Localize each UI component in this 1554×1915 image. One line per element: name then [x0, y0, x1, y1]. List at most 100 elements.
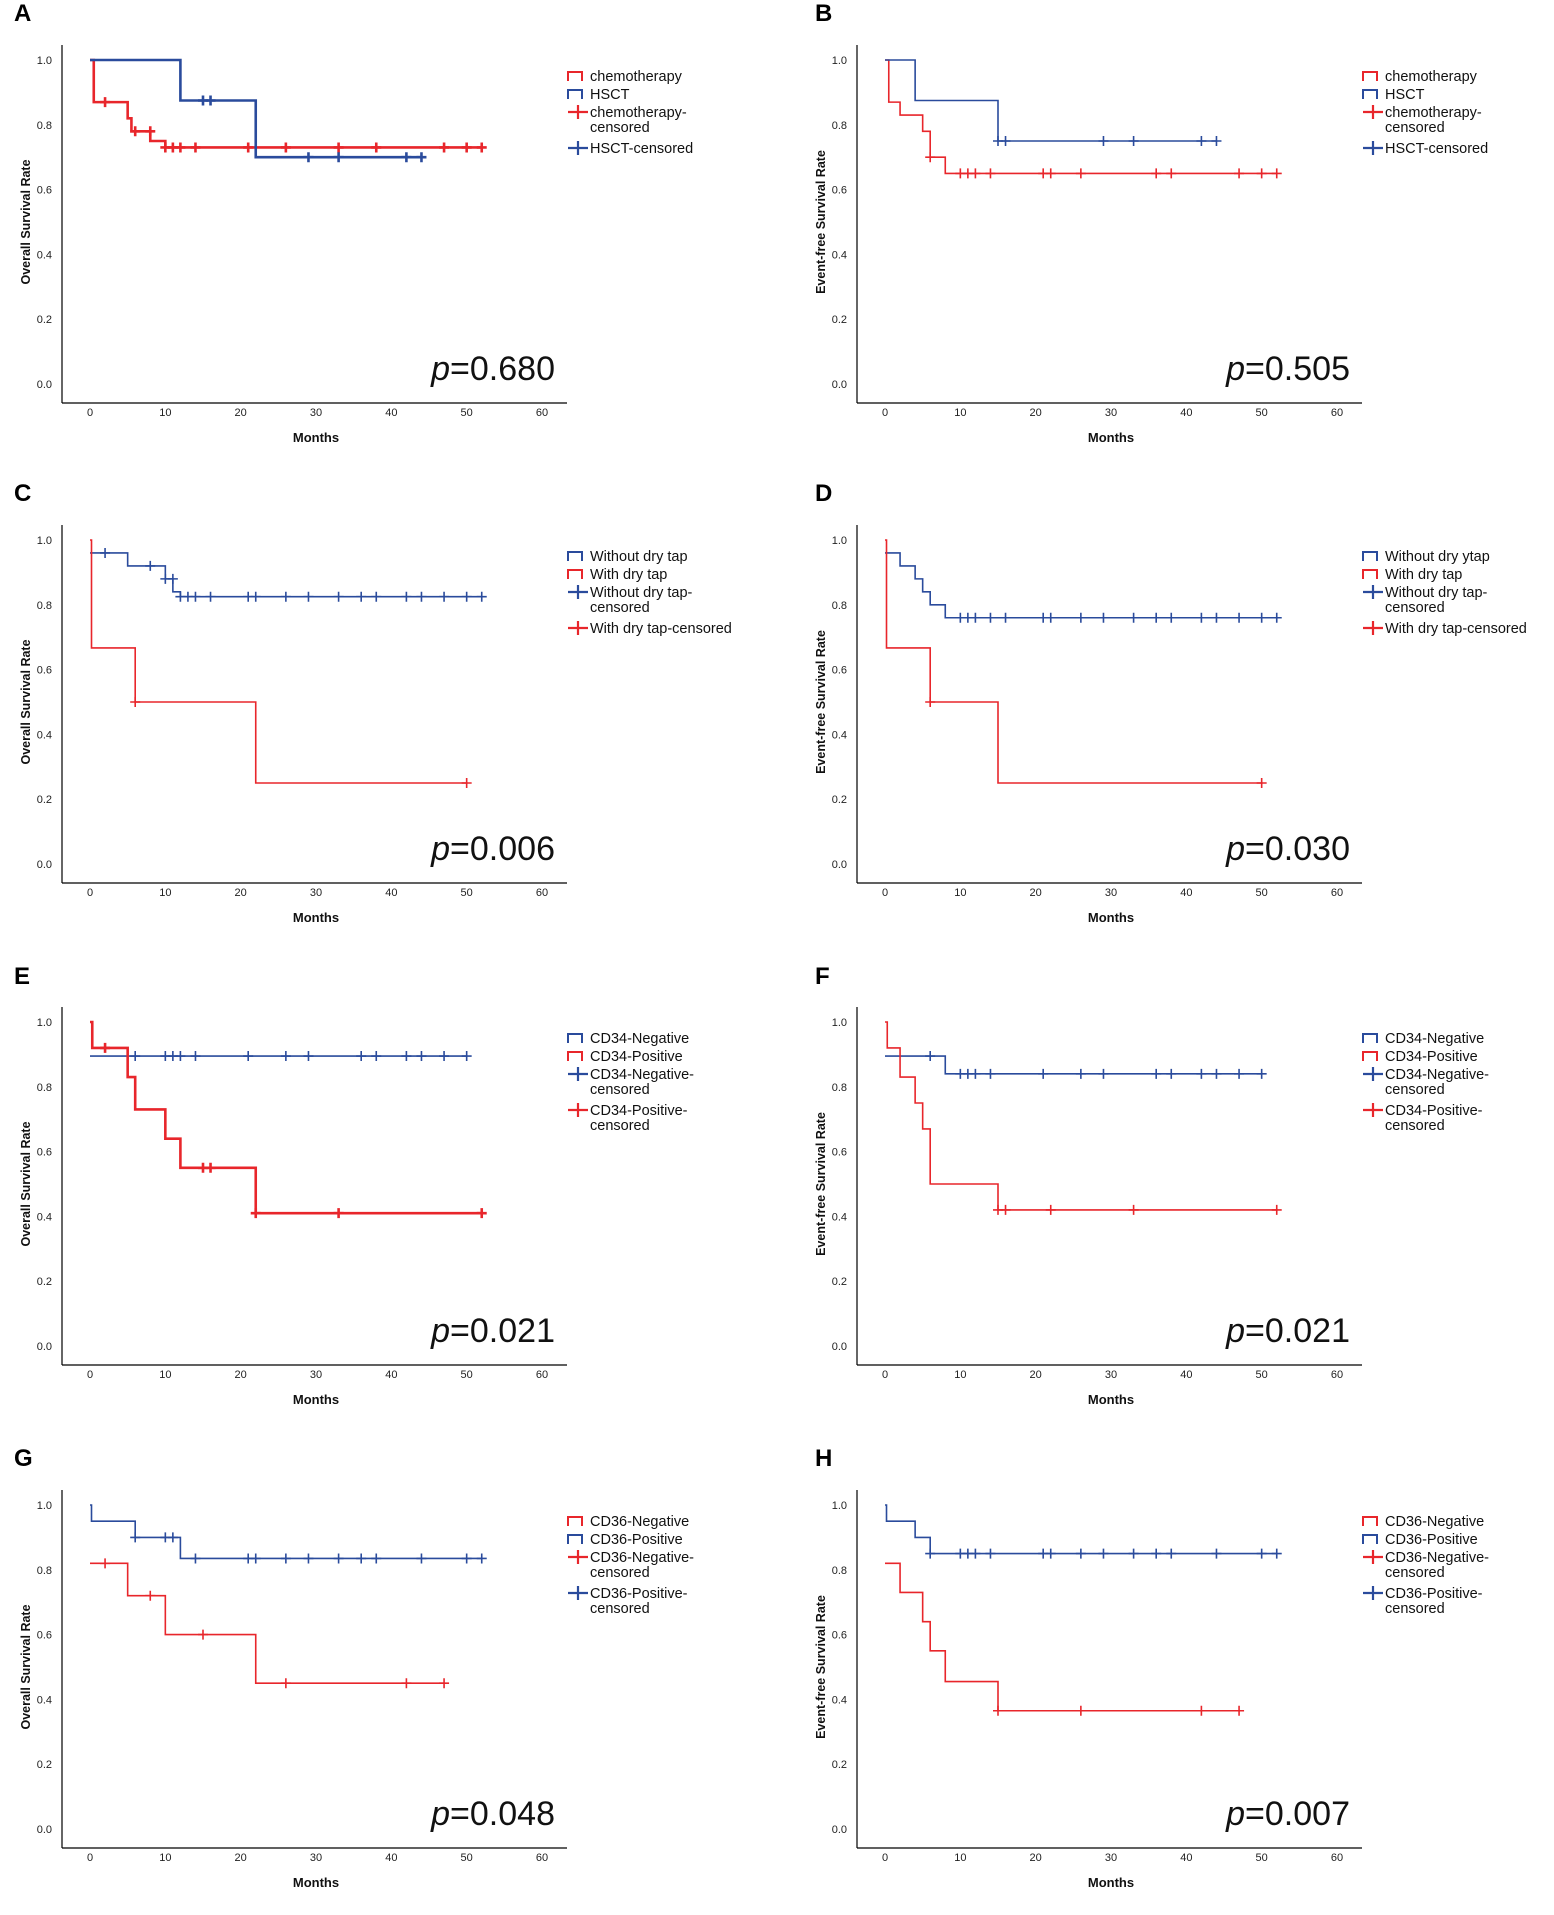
x-tick-label: 60: [1331, 1369, 1343, 1381]
y-tick-label: 0.6: [832, 665, 847, 677]
x-tick-label: 20: [1030, 1369, 1042, 1381]
p-value: p=0.680: [430, 350, 555, 388]
km-chart-g: 0.0 0.2 0.4 0.6 0.8 1.0 0 10 20 30 40 50 60 Months Ove…: [19, 1490, 694, 1890]
censor-mark: [476, 591, 487, 602]
censor-mark: [190, 1553, 201, 1564]
p-value: p=0.007: [1225, 1795, 1350, 1833]
censor-mark: [280, 1678, 291, 1689]
x-tick-label: 30: [1105, 1852, 1117, 1864]
y-tick-label: 0.0: [37, 379, 52, 391]
x-tick-label: 50: [1256, 407, 1268, 419]
censor-mark: [985, 168, 996, 179]
censor-mark: [1211, 1068, 1222, 1079]
x-tick-label: 40: [1180, 887, 1192, 899]
km-chart-e: 0.0 0.2 0.4 0.6 0.8 1.0 0 10 20 30 40 50 60 Months Ove…: [19, 1007, 694, 1407]
x-tick-label: 30: [310, 1369, 322, 1381]
censor-mark: [100, 1042, 111, 1053]
legend-label: HSCT-censored: [1385, 141, 1488, 157]
x-tick-label: 0: [87, 407, 93, 419]
legend-label: chemotherapy: [590, 69, 683, 85]
censor-mark: [1234, 168, 1245, 179]
survival-curve: [90, 539, 467, 784]
censor-mark: [1000, 612, 1011, 623]
legend-censor-icon: [568, 621, 588, 635]
x-axis-title: Months: [293, 430, 339, 445]
censor-mark: [371, 142, 382, 153]
censor-mark: [1256, 1548, 1267, 1559]
y-tick-label: 0.6: [832, 1147, 847, 1159]
y-tick-label: 1.0: [832, 55, 847, 67]
censor-mark: [356, 1553, 367, 1564]
y-tick-label: 0.6: [37, 665, 52, 677]
censor-mark: [401, 1678, 412, 1689]
y-tick-label: 0.2: [832, 1759, 847, 1771]
censor-mark: [280, 142, 291, 153]
censor-mark: [250, 1208, 261, 1219]
x-tick-label: 0: [87, 1852, 93, 1864]
censor-mark: [1166, 1548, 1177, 1559]
x-tick-label: 20: [1030, 887, 1042, 899]
y-axis-title: Event-free Survival Rate: [814, 630, 828, 774]
censor-mark: [439, 1678, 450, 1689]
censor-mark: [985, 1548, 996, 1559]
legend-step-icon: [567, 1516, 583, 1526]
x-tick-label: 40: [1180, 407, 1192, 419]
x-tick-label: 50: [461, 1369, 473, 1381]
y-tick-label: 0.8: [832, 1082, 847, 1094]
censor-mark: [1045, 612, 1056, 623]
y-axis-title: Overall Survival Rate: [19, 1121, 33, 1246]
y-tick-label: 0.4: [37, 1211, 52, 1223]
x-tick-label: 20: [235, 407, 247, 419]
survival-curve: [885, 552, 1277, 619]
censor-mark: [303, 1051, 314, 1062]
km-chart-f: 0.0 0.2 0.4 0.6 0.8 1.0 0 10 20 30 40 50 60 Months Eve…: [814, 1007, 1489, 1407]
km-chart-h: 0.0 0.2 0.4 0.6 0.8 1.0 0 10 20 30 40 50 60 Months Eve…: [814, 1490, 1489, 1890]
panel-label: A: [14, 0, 32, 27]
km-chart-b: 0.0 0.2 0.4 0.6 0.8 1.0 0 10 20 30 40 50 60 Months Eve…: [814, 45, 1488, 445]
censor-mark: [401, 152, 412, 163]
x-tick-label: 10: [159, 1852, 171, 1864]
y-tick-label: 0.6: [37, 185, 52, 197]
survival-curve: [90, 58, 482, 149]
panel-label: F: [815, 963, 830, 990]
x-axis-title: Months: [293, 910, 339, 925]
legend-label: CD36-Negative-censored: [1385, 1550, 1489, 1581]
censor-mark: [243, 1051, 254, 1062]
x-tick-label: 60: [536, 1369, 548, 1381]
censor-mark: [416, 152, 427, 163]
censor-mark: [1166, 1068, 1177, 1079]
censor-mark: [1098, 136, 1109, 146]
legend-censor-icon: [568, 1550, 588, 1564]
legend-label: CD34-Positive-censored: [1385, 1103, 1483, 1134]
censor-mark: [250, 591, 261, 602]
y-axis-title: Overall Survival Rate: [19, 639, 33, 764]
legend-label: CD36-Positive-censored: [1385, 1586, 1483, 1617]
censor-mark: [970, 168, 981, 179]
survival-curve: [90, 552, 482, 598]
censor-mark: [1211, 136, 1222, 146]
x-tick-label: 30: [1105, 887, 1117, 899]
x-tick-label: 60: [1331, 1852, 1343, 1864]
legend-step-icon: [567, 71, 583, 81]
y-tick-label: 0.6: [37, 1147, 52, 1159]
p-value: p=0.030: [1225, 830, 1350, 868]
y-tick-label: 1.0: [832, 1500, 847, 1512]
censor-mark: [1196, 612, 1207, 623]
legend-label: CD36-Positive: [590, 1532, 683, 1548]
censor-mark: [100, 1558, 111, 1569]
y-tick-label: 0.4: [37, 1694, 52, 1706]
censor-mark: [1038, 1068, 1049, 1079]
censor-mark: [303, 1553, 314, 1564]
legend-censor-icon: [568, 1103, 588, 1117]
censor-mark: [205, 95, 216, 106]
legend-censor-icon: [1363, 1103, 1383, 1117]
x-tick-label: 50: [1256, 887, 1268, 899]
censor-mark: [198, 1629, 208, 1640]
x-tick-label: 40: [385, 1369, 397, 1381]
legend-censor-icon: [568, 585, 588, 599]
censor-mark: [993, 1705, 1003, 1716]
censor-mark: [925, 697, 936, 707]
x-tick-label: 30: [1105, 407, 1117, 419]
legend-label: HSCT: [590, 87, 630, 103]
censor-mark: [1211, 612, 1222, 623]
